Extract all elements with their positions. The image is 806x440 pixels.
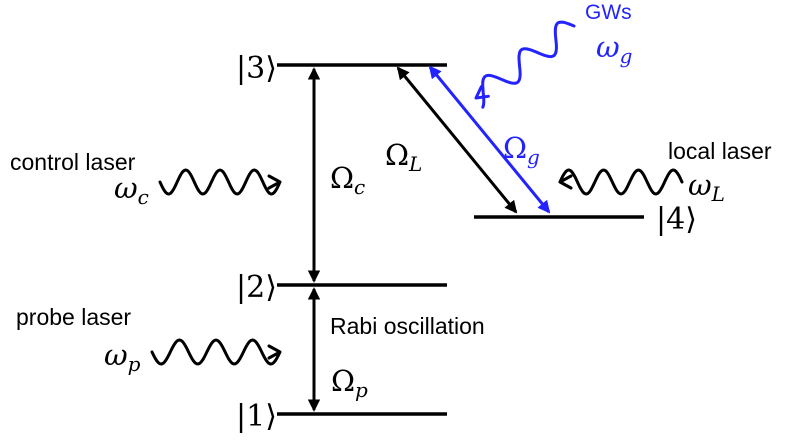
local-laser-label: local laser xyxy=(668,138,772,164)
level-2-label: |2⟩ xyxy=(236,270,277,305)
Omega-g-base: Ω xyxy=(503,131,527,165)
Omega-p-base: Ω xyxy=(331,364,355,398)
omega-L-symbol: ωL xyxy=(688,168,725,206)
Omega-g-symbol: Ωg xyxy=(503,131,540,169)
omega-g-sub: g xyxy=(620,44,633,68)
Omega-c-base: Ω xyxy=(330,161,354,195)
gw-wave-icon xyxy=(474,20,576,109)
probe-laser-label: probe laser xyxy=(16,304,131,330)
level-3-label: |3⟩ xyxy=(236,51,277,86)
omega-c-symbol: ωc xyxy=(114,171,149,209)
level-4-label: |4⟩ xyxy=(656,202,697,237)
Omega-p-symbol: Ωp xyxy=(331,364,368,402)
transition-arrow-3-4-gw xyxy=(428,65,551,214)
omega-L-base: ω xyxy=(688,168,712,202)
omega-g-symbol: ωg xyxy=(596,30,632,68)
gws-label: GWs xyxy=(585,1,632,24)
probe-laser-wave-icon xyxy=(150,338,282,366)
Omega-p-sub: p xyxy=(355,378,368,402)
Omega-c-sub: c xyxy=(354,175,365,199)
level-1-label: |1⟩ xyxy=(236,399,277,434)
omega-c-base: ω xyxy=(114,171,138,205)
omega-p-sub: p xyxy=(128,352,141,376)
omega-p-symbol: ωp xyxy=(104,338,141,376)
omega-p-base: ω xyxy=(104,338,128,372)
Omega-c-symbol: Ωc xyxy=(330,161,365,199)
local-laser-wave-icon xyxy=(558,168,684,196)
Omega-L-symbol: ΩL xyxy=(385,138,422,176)
Omega-L-sub: L xyxy=(408,152,422,176)
control-laser-label: control laser xyxy=(10,149,136,175)
control-laser-wave-icon xyxy=(158,168,282,196)
omega-L-sub: L xyxy=(711,182,725,206)
Omega-L-base: Ω xyxy=(385,138,409,172)
Omega-g-sub: g xyxy=(527,145,540,169)
omega-c-sub: c xyxy=(138,185,149,209)
rabi-oscillation-label: Rabi oscillation xyxy=(330,313,485,339)
omega-g-base: ω xyxy=(596,30,620,64)
transition-arrow-3-4-local xyxy=(396,66,518,214)
